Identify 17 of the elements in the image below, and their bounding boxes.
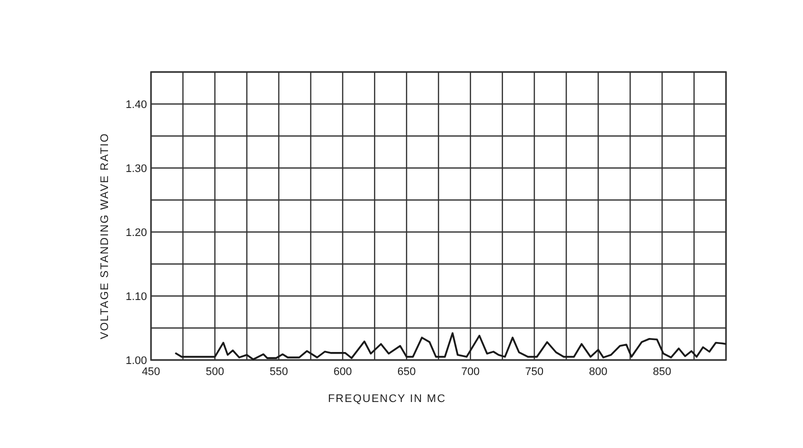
x-tick-label: 600 (333, 366, 352, 378)
x-tick-label: 850 (652, 366, 672, 378)
y-axis-title: VOLTAGE STANDING WAVE RATIO (99, 132, 111, 340)
x-tick-label: 450 (142, 366, 160, 378)
line-series (174, 332, 727, 360)
y-tick-label: 1.10 (126, 291, 147, 303)
x-tick-label: 750 (525, 366, 544, 378)
x-tick-label: 500 (206, 366, 224, 378)
y-tick-label: 1.40 (126, 99, 147, 111)
y-tick-label: 1.00 (126, 355, 147, 367)
x-tick-label: 800 (589, 366, 608, 378)
x-tick-label: 550 (270, 366, 288, 378)
y-tick-label: 1.30 (126, 163, 147, 175)
x-axis-title: FREQUENCY IN MC (328, 393, 446, 405)
x-tick-label: 650 (397, 366, 416, 378)
x-tick-label: 700 (461, 366, 480, 378)
y-tick-label: 1.20 (126, 227, 147, 239)
